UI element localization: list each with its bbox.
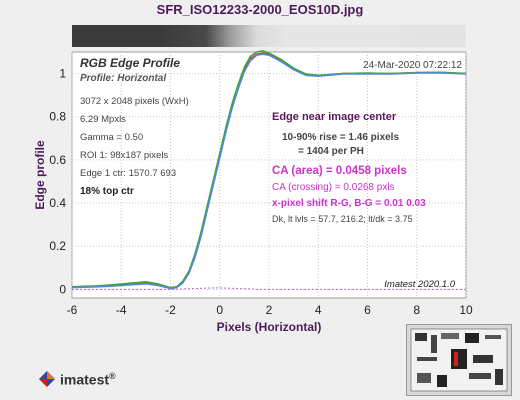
y-tick-label: 0.8 [49,110,66,124]
dk-levels-text: Dk, lt lvls = 57.7, 216.2; lt/dk = 3.75 [272,214,413,224]
logo-registered-mark: ® [109,370,116,381]
y-tick-label: 0.6 [49,153,66,167]
grayscale-edge-strip [72,25,466,47]
per-ph-text: = 1404 per PH [298,146,364,157]
timestamp: 24-Mar-2020 07:22:12 [363,60,462,71]
rise-text: 10-90% rise = 1.46 pixels [282,132,399,143]
x-tick-labels: -6 -4 -2 0 2 4 6 8 10 [67,303,473,317]
x-axis-label: Pixels (Horizontal) [217,320,322,334]
xshift-text: x-pixel shift R-G, B-G = 0.01 0.03 [272,198,426,209]
imatest-logo-text: imatest® [60,371,116,388]
x-tick-label: 10 [459,303,473,317]
series-line-2 [71,53,467,290]
y-tick-label: 0.2 [49,239,66,253]
imatest-logo-icon [39,371,55,387]
y-tick-labels: 0 0.2 0.4 0.6 0.8 1 [49,67,66,297]
chart-title: RGB Edge Profile [80,56,180,70]
x-tick-label: -2 [165,303,176,317]
x-tick-label: 4 [315,303,322,317]
x-tick-label: 0 [216,303,223,317]
x-tick-label: 6 [364,303,371,317]
x-tick-label: 2 [266,303,273,317]
imatest-logo: imatest® [38,368,116,390]
logo-word: imatest [60,371,110,388]
imatest-version: Imatest 2020.1.0 [384,279,455,290]
ca-crossing-text: CA (crossing) = 0.0268 pxls [272,182,395,193]
x-tick-label: -6 [67,303,78,317]
info-line: Edge 1 ctr: 1570.7 693 [80,168,176,179]
series-layer [71,50,467,290]
edge-header: Edge near image center [272,111,397,123]
y-axis-label: Edge profile [33,140,47,210]
x-tick-label: -4 [116,303,127,317]
top-ctr-label: 18% top ctr [80,186,134,197]
ca-area-text: CA (area) = 0.0458 pixels [272,165,407,177]
y-tick-label: 0.4 [49,196,66,210]
info-line: 3072 x 2048 pixels (WxH) [80,96,189,107]
grid-lines [71,52,467,298]
series-line-3 [72,287,466,290]
info-line: Gamma = 0.50 [80,132,143,143]
y-tick-label: 0 [59,282,66,296]
info-line: ROI 1: 98x187 pixels [80,150,168,161]
figure-title: SFR_ISO12233-2000_EOS10D.jpg [156,2,364,17]
y-tick-label: 1 [59,67,66,81]
x-tick-label: 8 [413,303,420,317]
chart-thumbnail [406,324,512,396]
profile-label: Profile: Horizontal [80,73,166,84]
info-line: 6.29 Mpxls [80,114,126,125]
